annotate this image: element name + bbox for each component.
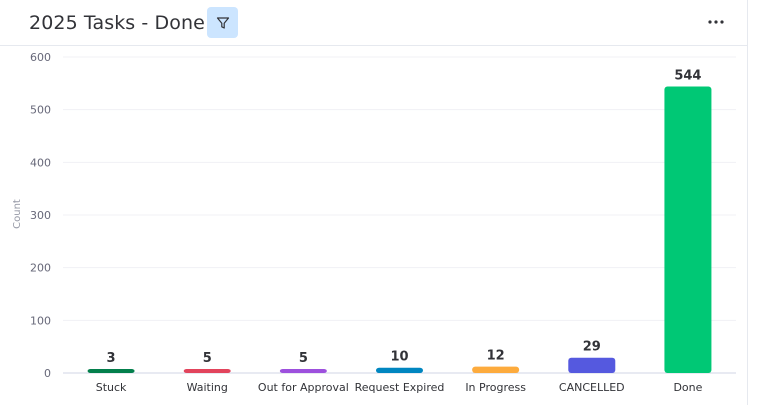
data-label: 544: [674, 68, 701, 83]
bar[interactable]: [279, 369, 327, 373]
filter-button[interactable]: [207, 7, 238, 38]
y-tick-label: 400: [30, 156, 51, 169]
widget-title: 2025 Tasks - Done: [29, 12, 205, 34]
x-axis-ticks: Stuck Waiting Out for Approval Request Expi…: [96, 381, 703, 394]
bar[interactable]: [87, 369, 135, 373]
more-options-button[interactable]: [701, 8, 731, 36]
y-axis-label: Count: [12, 199, 23, 229]
x-tick-label: Waiting: [187, 381, 228, 394]
bar-chart: 0 100 200 300 400 500 600 Count 3 5 5 10 12 29 544 S…: [12, 51, 736, 394]
y-tick-label: 200: [30, 262, 51, 275]
data-label: 3: [107, 351, 116, 366]
bar[interactable]: [376, 367, 423, 373]
data-label: 12: [487, 349, 505, 364]
widget-header: 2025 Tasks - Done: [0, 0, 748, 46]
y-tick-label: 500: [30, 104, 51, 117]
x-tick-label: Request Expired: [355, 381, 445, 394]
x-tick-label: Stuck: [96, 381, 127, 394]
data-label: 5: [299, 351, 308, 366]
x-tick-label: Done: [673, 381, 702, 394]
y-tick-label: 300: [30, 209, 51, 222]
filter-icon: [216, 16, 229, 29]
x-tick-label: In Progress: [465, 381, 526, 394]
x-tick-label: CANCELLED: [559, 381, 625, 394]
y-tick-label: 100: [30, 314, 51, 327]
bars: 3 5 5 10 12 29 544: [87, 68, 712, 373]
bar[interactable]: [183, 369, 231, 373]
x-tick-label: Out for Approval: [258, 381, 349, 394]
data-label: 10: [390, 350, 408, 365]
bar[interactable]: [568, 357, 616, 373]
y-tick-label: 600: [30, 51, 51, 64]
bar[interactable]: [472, 366, 520, 373]
more-horizontal-icon: [708, 20, 724, 24]
y-axis-ticks: 0 100 200 300 400 500 600: [30, 51, 51, 380]
data-label: 29: [583, 340, 601, 355]
bar[interactable]: [664, 86, 712, 373]
data-label: 5: [203, 351, 212, 366]
y-tick-label: 0: [44, 367, 51, 380]
grid-lines: [63, 56, 736, 374]
